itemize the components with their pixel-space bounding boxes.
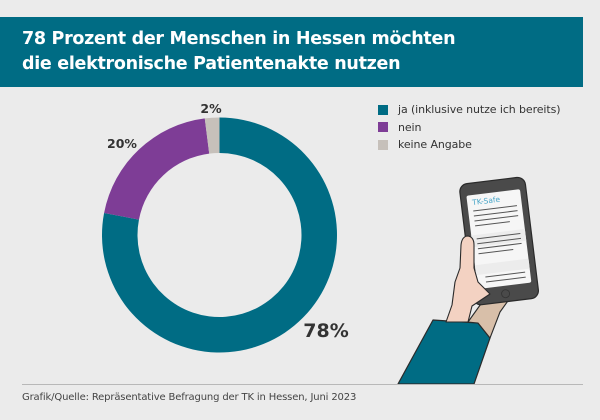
source-note: Grafik/Quelle: Repräsentative Befragung … xyxy=(22,392,356,403)
footer-divider xyxy=(22,384,583,385)
hand-holding-smartphone-icon: TK-Safe xyxy=(0,0,600,420)
sleeve-shape xyxy=(398,320,490,384)
